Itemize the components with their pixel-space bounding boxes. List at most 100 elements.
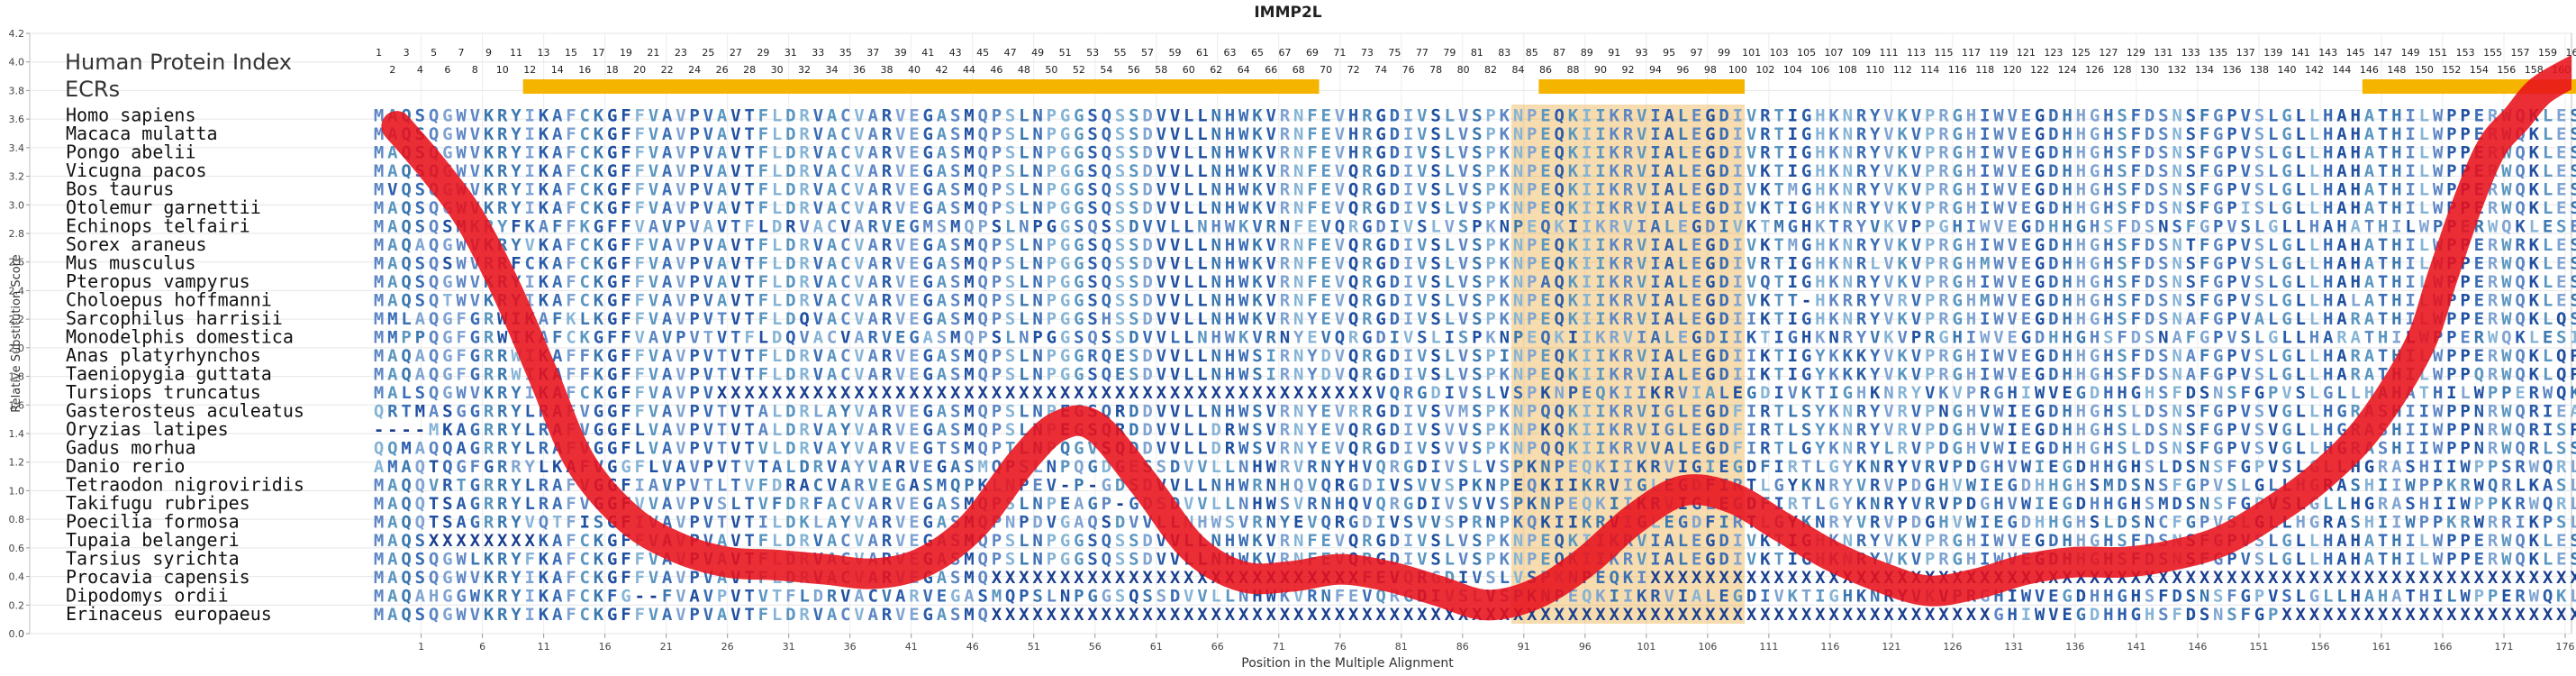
residue: F [758,198,768,218]
residue: F [634,143,644,163]
species-name: Taeniopygia guttata [66,363,272,385]
residue: F [1307,161,1317,181]
residue: Q [401,161,411,181]
residue: X [1650,568,1661,588]
residue: L [2419,550,2429,570]
residue: C [840,272,850,292]
residue: D [2145,235,2154,255]
residue: S [2158,161,2168,181]
residue: W [2529,494,2540,514]
residue: S [950,143,960,163]
residue: X [1362,383,1373,403]
residue: E [2474,235,2484,255]
index-number: 57 [1141,47,1154,59]
residue: F [1307,272,1317,292]
residue: S [950,254,960,274]
residue: K [1828,106,1839,126]
residue: V [676,568,685,588]
residue: V [1485,494,1495,514]
residue: P [2268,383,2278,403]
residue: T [744,420,754,440]
residue: D [2048,254,2058,274]
residue: E [1692,346,1701,366]
residue: V [1925,383,1935,403]
residue: K [2529,161,2540,181]
residue: E [909,531,919,551]
residue: R [1938,161,1949,181]
residue: G [2281,161,2291,181]
residue: G [1773,476,1783,496]
residue: A [387,476,398,496]
residue: K [1568,291,1579,311]
residue: L [1019,254,1029,274]
residue: S [1472,124,1482,144]
residue: W [1238,124,1249,144]
residue: S [2570,143,2576,163]
residue: Q [1555,161,1565,181]
residue: F [758,291,768,311]
residue: V [1911,365,1921,385]
residue: T [744,587,754,607]
residue: X [2501,568,2512,588]
residue: F [621,198,630,218]
residue: F [2172,383,2181,403]
residue: L [1472,457,1482,477]
residue: I [2570,328,2576,348]
residue: W [2501,254,2512,274]
index-number: 139 [2263,47,2282,59]
residue: A [662,235,673,255]
residue: G [1801,124,1811,144]
residue: H [2062,291,2072,311]
index-number: 41 [921,47,934,59]
residue: P [1485,124,1495,144]
residue: V [1458,309,1468,329]
residue: F [2200,235,2209,255]
residue: R [1856,235,1867,255]
residue: V [895,272,905,292]
residue: R [868,217,879,237]
residue: K [484,383,494,403]
residue: G [2131,383,2141,403]
residue: X [1320,383,1331,403]
residue: H [2323,291,2333,311]
residue: D [1142,439,1152,459]
residue: W [2433,124,2444,144]
residue: K [1828,254,1839,274]
residue: X [1142,568,1153,588]
residue: G [2035,309,2045,329]
residue: L [1197,402,1207,422]
residue: L [2268,531,2278,551]
residue: E [1540,161,1550,181]
residue: V [1087,439,1097,459]
residue: L [2419,272,2429,292]
residue: V [2241,272,2251,292]
residue: D [1719,291,1728,311]
residue: Q [1555,124,1565,144]
residue: G [1375,439,1385,459]
residue: H [1348,143,1358,163]
residue: H [2131,587,2141,607]
residue: H [2076,420,2086,440]
residue: F [2200,420,2209,440]
residue: Q [1540,402,1550,422]
residue: V [854,494,864,514]
residue: L [2295,291,2305,311]
residue: I [1828,383,1838,403]
residue: R [2488,254,2499,274]
residue: G [1705,106,1715,126]
residue: T [1773,161,1783,181]
residue: A [415,587,426,607]
residue: N [1032,494,1042,514]
residue: A [868,291,879,311]
residue: I [2405,143,2415,163]
residue: K [2515,217,2526,237]
residue: V [2007,180,2017,200]
residue: I [1788,272,1798,292]
residue: S [717,494,727,514]
residue: W [2501,402,2512,422]
residue: L [772,180,782,200]
residue: H [2076,309,2086,329]
residue: Q [2515,439,2525,459]
residue: T [730,328,740,348]
residue: S [1115,272,1125,292]
